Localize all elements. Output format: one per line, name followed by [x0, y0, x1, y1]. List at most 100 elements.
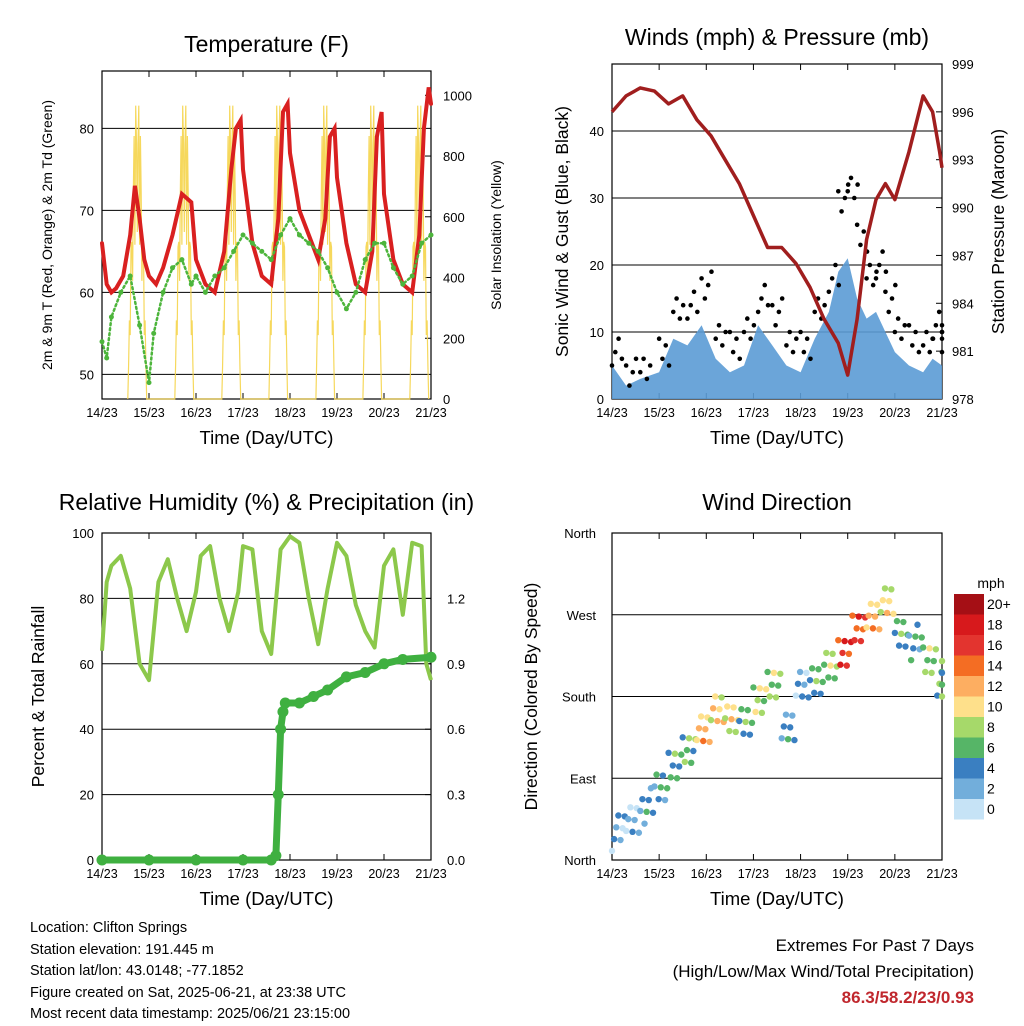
gust-point: [861, 229, 867, 234]
gust-point: [734, 336, 739, 342]
direction-point: [839, 649, 846, 657]
gust-point: [677, 316, 683, 321]
gust-point: [751, 323, 757, 328]
direction-point: [629, 828, 636, 836]
direction-xtick-label: 21/23: [926, 867, 957, 881]
colorbar-swatch: [954, 758, 984, 779]
temperature-xtick-label: 16/23: [180, 406, 211, 420]
direction-point: [803, 669, 810, 677]
direction-point: [922, 668, 929, 676]
dir-ytick-label: North: [564, 853, 596, 868]
direction-point: [683, 746, 691, 754]
rainfall-point: [272, 789, 284, 801]
dewpoint-point: [259, 248, 265, 254]
gust-point: [933, 323, 939, 328]
direction-point: [849, 612, 856, 619]
direction-point: [914, 621, 921, 628]
gust-point: [939, 329, 945, 335]
direction-point: [730, 704, 737, 711]
temperature-xtick-label: 14/23: [86, 406, 117, 420]
gust-point: [713, 336, 719, 342]
gust-point: [663, 343, 669, 348]
dewpoint-point: [118, 289, 124, 295]
direction-point: [758, 709, 766, 717]
direction-point: [657, 784, 664, 791]
colorbar-label: 6: [987, 740, 995, 756]
colorbar-label: 8: [987, 719, 995, 735]
direction-point: [791, 736, 798, 744]
gust-point: [854, 222, 860, 228]
winds-xtick-label: 20/23: [879, 406, 910, 420]
gust-point: [826, 289, 832, 295]
temperature-xtick-label: 17/23: [227, 406, 258, 420]
direction-point: [635, 829, 643, 836]
pressure-y2tick-label: 981: [952, 344, 974, 359]
humidity-xtick-label: 20/23: [368, 867, 399, 881]
direction-point: [837, 661, 844, 668]
direction-point: [811, 689, 818, 697]
dewpoint-point: [400, 281, 406, 287]
direction-point: [895, 642, 903, 649]
direction-point: [721, 715, 729, 722]
gust-point: [842, 195, 848, 201]
gust-point: [845, 189, 851, 194]
gust-point: [930, 336, 935, 342]
colorbar-label: 18: [987, 617, 1003, 633]
direction-point: [617, 836, 624, 844]
dewpoint-point: [212, 273, 218, 279]
gust-point: [633, 356, 639, 362]
gust-point: [867, 262, 873, 268]
direction-point: [888, 586, 895, 593]
direction-point: [938, 681, 946, 688]
pressure-y2label: Station Pressure (Maroon): [988, 129, 1008, 334]
direction-point: [865, 612, 872, 619]
colorbar-title: mph: [977, 575, 1004, 591]
gust-point: [877, 262, 882, 268]
direction-point: [787, 724, 794, 731]
direction-point: [841, 637, 848, 645]
colorbar-label: 16: [987, 637, 1003, 653]
gust-point: [910, 343, 915, 348]
direction-point: [879, 597, 887, 604]
colorbar-swatch: [954, 635, 984, 656]
gust-point: [670, 309, 676, 315]
gust-point: [845, 182, 851, 187]
gust-point: [723, 329, 728, 335]
gust-point: [656, 336, 662, 342]
gust-point: [727, 329, 733, 335]
direction-point: [766, 693, 773, 700]
temp-y2tick-label: 200: [443, 331, 465, 346]
dewpoint-point: [193, 273, 199, 279]
rh-series: [100, 534, 433, 683]
gust-point: [892, 329, 898, 335]
colorbar-swatch: [954, 614, 984, 635]
direction-point: [764, 668, 771, 676]
direction-point: [679, 734, 686, 741]
gust-point: [769, 302, 775, 308]
gust-point: [874, 269, 879, 275]
direction-point: [831, 675, 838, 682]
winds-xtick-label: 16/23: [691, 406, 722, 420]
temperature-xtick-label: 21/23: [415, 406, 446, 420]
direction-point: [625, 815, 632, 823]
direction-point: [928, 669, 935, 677]
direction-xtick-label: 18/23: [785, 867, 816, 881]
dewpoint-point: [99, 339, 105, 345]
direction-point: [608, 847, 616, 855]
temperature-xtick-label: 19/23: [321, 406, 352, 420]
gust-point: [939, 323, 945, 328]
direction-point: [752, 708, 759, 716]
dewpoint-point: [202, 289, 208, 295]
extremes-legend: (High/Low/Max Wind/Total Precipitation): [672, 962, 974, 981]
direction-point: [768, 681, 776, 688]
direction-point: [667, 774, 674, 781]
temp-2m-series: [100, 87, 433, 297]
gust-point: [835, 189, 841, 194]
dewpoint-point: [231, 248, 237, 254]
dewpoint-point: [221, 265, 227, 271]
direction-point: [890, 610, 897, 618]
dewpoint-point: [428, 232, 434, 238]
gust-point: [773, 323, 778, 328]
direction-point: [663, 785, 671, 792]
direction-point: [820, 661, 828, 668]
